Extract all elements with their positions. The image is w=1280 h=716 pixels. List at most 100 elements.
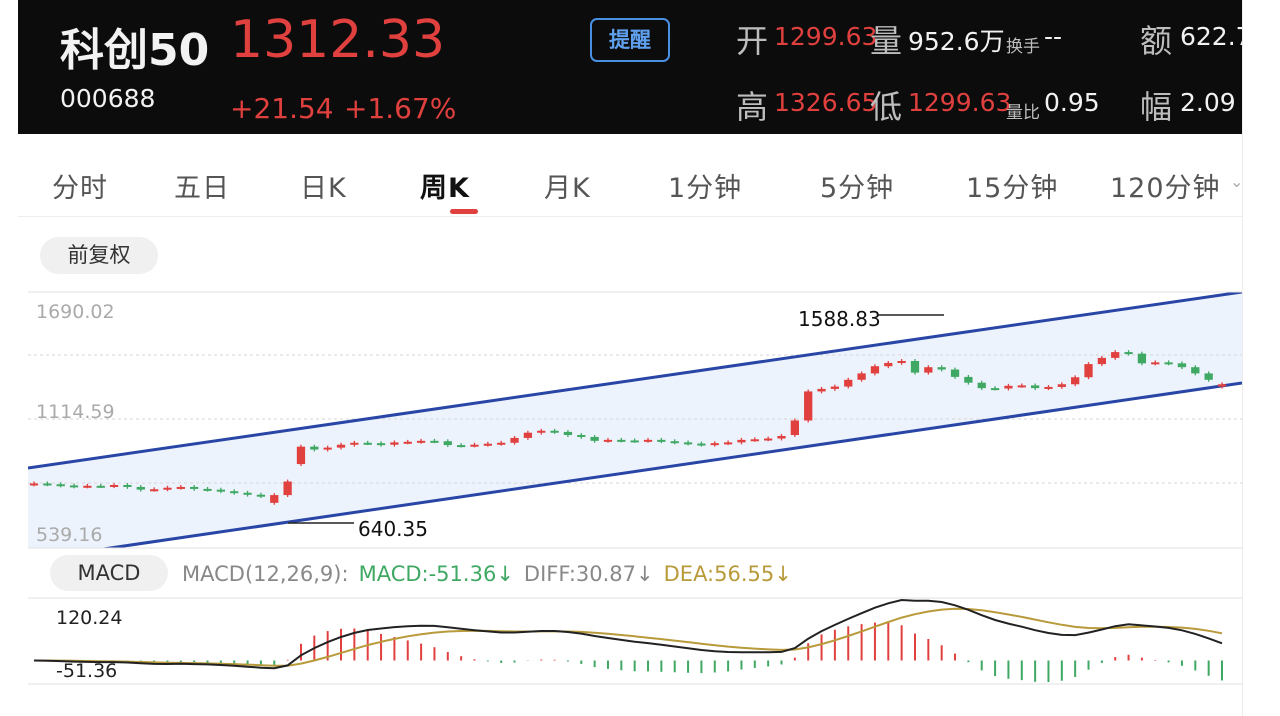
candle [603, 439, 613, 442]
candle [643, 439, 653, 442]
candle [670, 441, 679, 444]
candle [1177, 363, 1187, 368]
candle [1004, 385, 1013, 389]
tab-15min[interactable]: 15分钟 [966, 173, 1059, 204]
tab-monthly-k[interactable]: 月K [544, 173, 591, 204]
candle [497, 442, 506, 445]
tab-five-day[interactable]: 五日 [174, 173, 230, 204]
low-annotation: 640.35 [358, 517, 428, 541]
high-annotation: 1588.83 [798, 307, 881, 331]
candle [790, 420, 799, 436]
macd-value: MACD:-51.36 [358, 562, 497, 586]
candle [390, 442, 399, 445]
candle [350, 442, 359, 445]
remind-button[interactable]: 提醒 [590, 18, 670, 62]
tab-120min[interactable]: 120分钟 [1110, 173, 1221, 204]
candle [804, 391, 813, 421]
dea-value: DEA:56.55 [663, 562, 775, 586]
candle [523, 432, 533, 438]
candle [403, 441, 412, 444]
candle [817, 388, 826, 392]
candle [296, 446, 306, 465]
channel-lower-line [99, 381, 1242, 548]
y-label-bottom: 539.16 [36, 524, 102, 546]
candle [470, 444, 479, 447]
vol-ratio-label: 量比 [1006, 103, 1040, 123]
volume-value: 952.6万 [908, 27, 1005, 56]
candle [710, 443, 719, 446]
candle [844, 379, 853, 387]
adjust-mode-button[interactable]: 前复权 [40, 237, 158, 274]
candle [363, 442, 372, 445]
macd-arrow-icon: ↓ [496, 562, 514, 586]
amplitude-label: 幅 [1140, 88, 1173, 126]
diff-value: DIFF:30.87 [523, 562, 637, 586]
candle [924, 367, 933, 373]
macd-legend: MACD(12,26,9): MACD:-51.36↓ DIFF:30.87↓ DEA… [182, 562, 802, 586]
channel-upper-line [28, 292, 1242, 470]
candle [910, 360, 920, 373]
candle [683, 442, 693, 445]
amount-value: 622.7 [1180, 22, 1242, 51]
candle [977, 382, 986, 389]
candle [590, 436, 599, 441]
candle [190, 486, 199, 489]
candle [870, 366, 880, 374]
open-label: 开 [736, 22, 769, 60]
chevron-down-icon[interactable]: ⌄ [1230, 172, 1244, 191]
macd-y-top: 120.24 [56, 607, 122, 629]
candle [416, 440, 426, 443]
tab-1min[interactable]: 1分钟 [668, 173, 743, 204]
candle [764, 438, 773, 441]
last-price: 1312.33 [230, 10, 446, 70]
candle [323, 447, 332, 450]
candle [1111, 352, 1120, 358]
y-label-mid: 1114.59 [36, 401, 115, 423]
candle [483, 443, 492, 446]
candle [1057, 384, 1066, 387]
candle [243, 492, 252, 495]
candle [630, 440, 639, 443]
candle [283, 481, 292, 496]
candle [1137, 353, 1147, 364]
candle [617, 439, 626, 442]
quote-header: 科创50 000688 1312.33 +21.54 +1.67% 提醒 开 1… [18, 0, 1242, 134]
candle [430, 440, 439, 443]
y-label-top: 1690.02 [36, 301, 115, 323]
candle [897, 360, 906, 363]
tab-intraday[interactable]: 分时 [52, 173, 108, 204]
candle [1124, 352, 1133, 355]
candle [777, 435, 786, 439]
tab-weekly-k[interactable]: 周K [420, 173, 470, 204]
diff-arrow-icon: ↓ [636, 562, 654, 586]
indicator-select-button[interactable]: MACD [50, 555, 168, 591]
candle [1191, 367, 1200, 374]
candle [230, 491, 239, 494]
amplitude-value: 2.09 [1180, 88, 1236, 117]
candle [256, 494, 266, 497]
high-label: 高 [736, 88, 769, 126]
tab-5min[interactable]: 5分钟 [820, 173, 895, 204]
candle [29, 483, 39, 486]
candle [1097, 357, 1107, 365]
candle [1030, 385, 1040, 389]
candle [990, 388, 1000, 391]
candle [750, 439, 759, 442]
low-label: 低 [870, 88, 903, 126]
candle [43, 483, 52, 486]
tab-daily-k[interactable]: 日K [300, 173, 347, 204]
price-change-pct: +1.67% [344, 92, 457, 125]
candle [830, 386, 840, 389]
index-name: 科创50 [60, 25, 210, 76]
vol-ratio-value: 0.95 [1044, 88, 1100, 117]
candle [203, 488, 212, 491]
candle [83, 485, 92, 488]
active-tab-indicator [450, 209, 478, 214]
high-value: 1326.65 [774, 88, 878, 117]
candle [1017, 385, 1026, 388]
left-edge [0, 0, 18, 716]
candle [176, 486, 185, 489]
candle [1044, 386, 1053, 389]
